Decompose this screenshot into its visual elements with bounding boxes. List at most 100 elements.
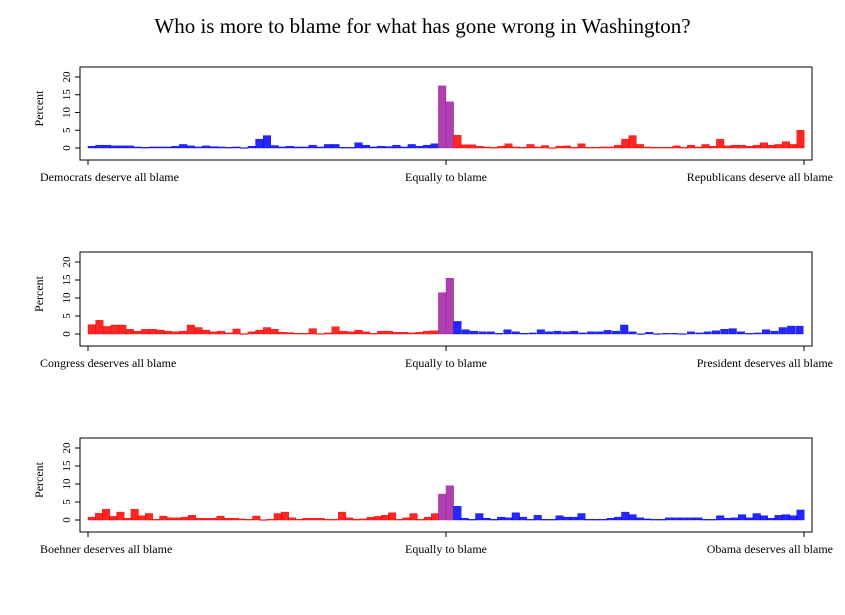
bar — [687, 331, 696, 335]
bar — [708, 519, 717, 521]
bar — [438, 85, 447, 149]
panel-3: 0 5 10 15 20 Percent Boehner deserves all blam… — [32, 437, 833, 556]
bar — [679, 147, 688, 149]
bar — [87, 146, 96, 149]
bar — [716, 515, 725, 521]
bar — [635, 144, 644, 149]
y-axis-label: Percent — [32, 275, 46, 312]
bar — [209, 518, 218, 521]
bar — [354, 142, 363, 149]
bar — [217, 330, 226, 335]
bar — [380, 515, 389, 521]
bar — [511, 331, 520, 335]
bar — [159, 515, 168, 521]
bar — [87, 516, 96, 521]
bar — [712, 330, 721, 335]
bar — [482, 146, 491, 149]
bar — [255, 329, 264, 335]
x-tick-label-center: Equally to blame — [405, 356, 487, 370]
bar — [163, 330, 172, 335]
y-axis-label: Percent — [32, 461, 46, 498]
bar — [770, 330, 779, 335]
bar — [422, 330, 431, 335]
bar — [730, 144, 739, 149]
bar — [323, 332, 332, 335]
bar — [548, 519, 557, 521]
bar — [504, 143, 513, 149]
bar — [767, 144, 776, 149]
bar — [377, 330, 386, 335]
bar — [578, 332, 587, 335]
bar — [194, 146, 203, 149]
bar — [339, 147, 348, 149]
bar — [247, 331, 256, 335]
bar — [224, 332, 233, 335]
bar — [316, 333, 325, 335]
bar — [118, 324, 127, 335]
bar — [745, 333, 754, 335]
bar — [331, 144, 340, 149]
x-tick-label-center: Equally to blame — [405, 170, 487, 184]
bar — [245, 519, 254, 521]
bar — [672, 145, 681, 149]
y-tick-label: 10 — [61, 107, 73, 119]
bar — [156, 146, 165, 149]
bar — [753, 332, 762, 335]
bar — [614, 516, 623, 521]
bar — [716, 138, 725, 149]
bar — [555, 515, 564, 521]
bar — [526, 144, 535, 149]
y-tick-label: 15 — [61, 460, 73, 472]
bar — [316, 146, 325, 149]
bar — [533, 146, 542, 149]
bar — [223, 518, 232, 521]
bar — [125, 145, 134, 149]
bar — [395, 519, 404, 521]
y-tick-label: 0 — [61, 331, 73, 337]
bar — [536, 329, 545, 335]
y-tick-label: 5 — [61, 499, 73, 505]
bar — [657, 147, 666, 149]
bar — [611, 330, 620, 335]
bar — [562, 145, 571, 149]
bar — [723, 145, 732, 149]
bar — [152, 519, 161, 521]
bar — [255, 138, 264, 149]
bar — [400, 332, 409, 335]
bar — [407, 332, 416, 335]
bar — [561, 331, 570, 335]
bar — [470, 330, 479, 335]
bar — [141, 329, 150, 335]
bar — [166, 517, 175, 521]
bar — [270, 145, 279, 149]
bar — [179, 330, 188, 335]
bar — [599, 519, 608, 521]
bar — [767, 518, 776, 521]
bar — [116, 511, 125, 521]
bar — [486, 331, 495, 335]
bar — [285, 332, 294, 335]
bar — [453, 321, 462, 335]
bar — [695, 332, 704, 335]
bar — [354, 329, 363, 335]
y-tick-label: 20 — [61, 71, 73, 83]
bar — [95, 320, 104, 335]
bar — [110, 145, 119, 149]
bar — [636, 333, 645, 335]
x-tick-label-left: Boehner deserves all blame — [40, 542, 172, 556]
bar — [511, 512, 520, 521]
bar — [478, 331, 487, 335]
bar — [247, 146, 256, 149]
bar — [687, 144, 696, 149]
bar — [511, 146, 520, 149]
bar — [163, 146, 172, 149]
bar — [760, 515, 769, 521]
bar — [293, 146, 302, 149]
bar — [687, 517, 696, 521]
bar — [102, 509, 111, 521]
bar — [445, 485, 454, 521]
bar — [475, 146, 484, 149]
bar — [103, 144, 112, 149]
bar — [555, 146, 564, 149]
bar — [738, 514, 747, 521]
